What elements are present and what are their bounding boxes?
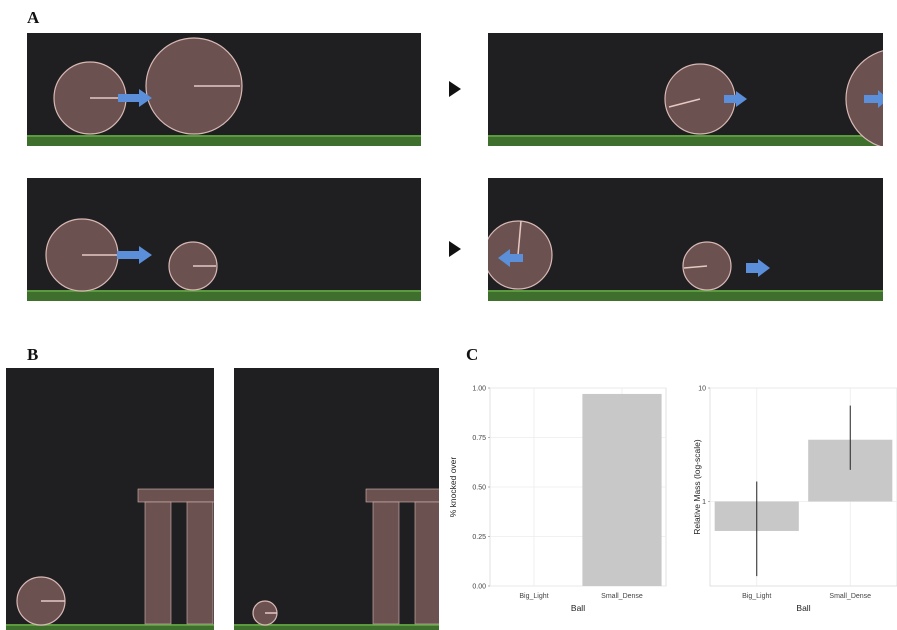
y-axis-title: Relative Mass (log-scale) — [692, 439, 702, 535]
panel-label-a: A — [27, 8, 40, 27]
arrow-icon — [118, 89, 152, 107]
tower-lintel — [137, 488, 214, 503]
y-tick-label: 0.00 — [472, 584, 486, 591]
scene-a1-after — [488, 33, 883, 146]
ground — [234, 624, 439, 630]
scene-b-big-light — [6, 368, 214, 630]
arrow-icon — [498, 249, 523, 267]
y-axis-title: % knocked over — [448, 457, 458, 518]
scene-a1-before — [27, 33, 421, 146]
y-tick-label: 0.50 — [472, 485, 486, 492]
panel-label-b: B — [27, 345, 39, 364]
bar-small-dense — [582, 393, 662, 586]
tower-pillar — [414, 501, 439, 625]
x-tick-label: Small_Dense — [829, 593, 871, 600]
ground — [488, 290, 883, 301]
x-axis-title: Ball — [796, 603, 810, 613]
arrow-icon — [117, 246, 152, 264]
x-tick-label: Big_Light — [519, 593, 548, 600]
y-tick-label: 0.75 — [472, 435, 486, 442]
ground — [27, 290, 421, 301]
tower-pillar — [186, 501, 214, 625]
chart-relative-mass: Big_Light Small_Dense 1 10 Ball Relative Mass… — [680, 380, 897, 620]
play-triangle-icon — [449, 241, 461, 257]
ground — [488, 135, 883, 146]
x-tick-label: Small_Dense — [601, 593, 643, 600]
x-tick-label: Big_Light — [742, 593, 771, 600]
panel-label-c: C — [466, 345, 479, 364]
tower-pillar — [372, 501, 400, 625]
ground — [6, 624, 214, 630]
tower-pillar — [144, 501, 172, 625]
arrow-icon — [864, 90, 883, 108]
y-tick-label: 1.00 — [472, 386, 486, 393]
arrow-icon — [724, 91, 747, 107]
scene-a2-before — [27, 178, 421, 301]
arrow-icon — [746, 259, 770, 277]
y-tick-label: 10 — [698, 386, 706, 393]
ground — [27, 135, 421, 146]
scene-a2-after — [488, 178, 883, 301]
y-tick-label: 0.25 — [472, 534, 486, 541]
scene-b-small-dense — [234, 368, 439, 630]
play-triangle-icon — [449, 81, 461, 97]
y-tick-label: 1 — [702, 499, 706, 506]
chart-knocked-over: Big_Light Small_Dense 0.00 0.25 0.50 0.75 1.00… — [440, 380, 672, 620]
tower-lintel — [365, 488, 439, 503]
x-axis-title: Ball — [571, 603, 585, 613]
